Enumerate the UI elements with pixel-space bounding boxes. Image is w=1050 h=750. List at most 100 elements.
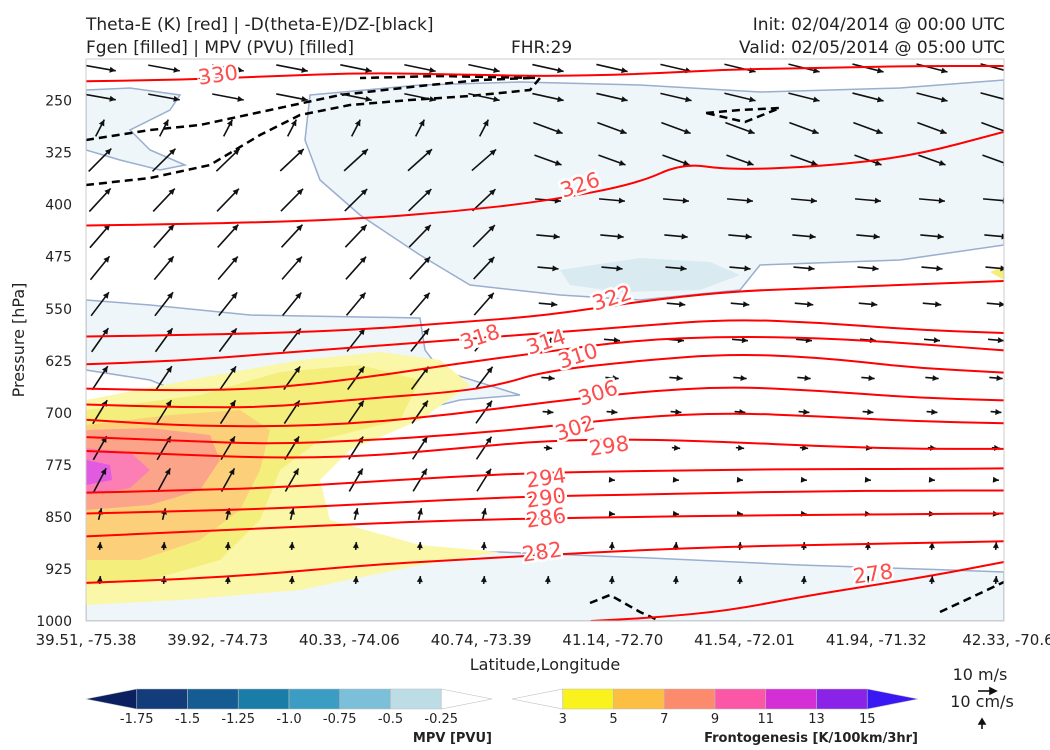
theta-e-label-318: 318 <box>457 319 503 354</box>
wind-vector <box>532 92 564 103</box>
theta-e-contour-290 <box>86 489 1004 515</box>
colorbar-swatch <box>511 688 564 710</box>
wind-vector <box>596 63 628 74</box>
vector-scale-label-wind: 10 m/s <box>953 665 1008 684</box>
wind-vector <box>416 541 423 551</box>
wind-vector <box>411 436 429 460</box>
wind-vector <box>606 408 618 415</box>
wind-vector <box>669 375 683 382</box>
wind-vector <box>212 64 244 73</box>
wind-vector <box>543 444 553 451</box>
wind-vector <box>665 265 687 272</box>
wind-vector <box>93 467 107 493</box>
wind-vector <box>985 265 1004 272</box>
theta-e-contour-330 <box>86 64 1004 83</box>
wind-vector <box>607 444 617 451</box>
wind-vector <box>412 468 428 492</box>
wind-vector <box>344 188 368 212</box>
wind-vector <box>153 255 175 281</box>
wind-vector <box>854 154 882 166</box>
wind-vector <box>468 92 500 103</box>
vector-scale-arrow-vertical <box>977 717 987 729</box>
wind-vector <box>794 301 814 308</box>
wind-vector <box>992 476 1000 483</box>
x-tick-label: 42.33, -70.6 <box>962 631 1050 649</box>
colorbar-tick-label: -1.25 <box>221 712 255 727</box>
wind-vector <box>480 575 487 585</box>
wind-vector <box>726 197 754 204</box>
wind-vector <box>600 233 624 240</box>
colorbar-swatch <box>288 688 341 710</box>
colorbar-swatch <box>714 688 767 710</box>
wind-vector <box>345 256 367 280</box>
wind-vector <box>925 375 939 382</box>
colorbar-swatch <box>663 688 716 710</box>
wind-vector <box>409 292 431 316</box>
wind-vector <box>598 197 626 204</box>
wind-vector <box>598 154 626 166</box>
wind-vector <box>539 337 557 344</box>
theta-e-contour-302 <box>86 412 1004 445</box>
wind-vector <box>472 224 496 248</box>
wind-vector <box>991 444 1001 451</box>
wind-vector <box>534 154 562 166</box>
y-tick-label: 400 <box>45 198 72 214</box>
wind-vector <box>148 93 180 102</box>
wind-vector <box>986 301 1004 308</box>
wind-vector <box>918 154 946 166</box>
wind-vector <box>544 575 551 585</box>
wind-vector <box>666 301 686 308</box>
wind-vector <box>987 337 1004 344</box>
x-tick-label: 40.74, -73.39 <box>431 631 532 649</box>
x-axis-label: Latitude,Longitude <box>470 655 621 674</box>
y-tick-label: 325 <box>45 146 72 162</box>
wind-vector <box>224 575 231 585</box>
theta-e-contour-282 <box>86 540 1004 584</box>
wind-vector <box>416 575 423 585</box>
colorbar-tick-label: -1.75 <box>120 712 154 727</box>
colorbar-tick-label: 3 <box>559 712 567 727</box>
y-tick-label: 1000 <box>36 614 72 630</box>
y-tick-label: 925 <box>45 562 72 578</box>
forecast-hour: FHR:29 <box>511 38 573 58</box>
theta-e-label-306: 306 <box>575 375 621 410</box>
theta-e-contour-278 <box>590 561 1004 621</box>
vector-scale-arrow-horizontal <box>978 686 998 696</box>
wind-vector <box>408 188 432 212</box>
wind-vector <box>88 187 112 213</box>
wind-vector <box>89 223 111 249</box>
wind-vector <box>471 188 497 212</box>
wind-vector <box>475 436 493 460</box>
wind-vector <box>736 575 743 585</box>
wind-vector <box>542 408 554 415</box>
wind-vector <box>410 328 430 352</box>
wind-vector <box>926 408 938 415</box>
wind-vector <box>733 375 747 382</box>
wind-vector <box>417 508 423 520</box>
wind-vector <box>352 575 359 585</box>
wind-vector <box>347 400 365 424</box>
wind-vector <box>350 119 362 137</box>
theta-e-label-330: 330 <box>196 60 239 89</box>
wind-vector <box>864 575 871 585</box>
wind-vector <box>792 233 816 240</box>
colorbar-tick-label: 5 <box>609 712 617 727</box>
colorbar-tick-label: 7 <box>660 712 668 727</box>
wind-vector <box>664 233 688 240</box>
x-tick-label: 41.54, -72.01 <box>694 631 795 649</box>
wind-vector <box>920 233 944 240</box>
wind-vector <box>280 224 304 248</box>
wind-vector <box>928 575 935 585</box>
init-time: Init: 02/04/2014 @ 00:00 UTC <box>752 15 1005 35</box>
wind-vector <box>788 92 820 103</box>
wind-vector <box>340 93 372 102</box>
wind-vector <box>88 148 112 172</box>
wind-vector <box>789 121 819 135</box>
plot-frame <box>85 58 1005 622</box>
wind-vector <box>728 233 752 240</box>
wind-vector <box>408 224 432 248</box>
stability-contour-4 <box>589 593 661 621</box>
wind-vector <box>544 541 551 551</box>
wind-vector <box>281 256 303 280</box>
